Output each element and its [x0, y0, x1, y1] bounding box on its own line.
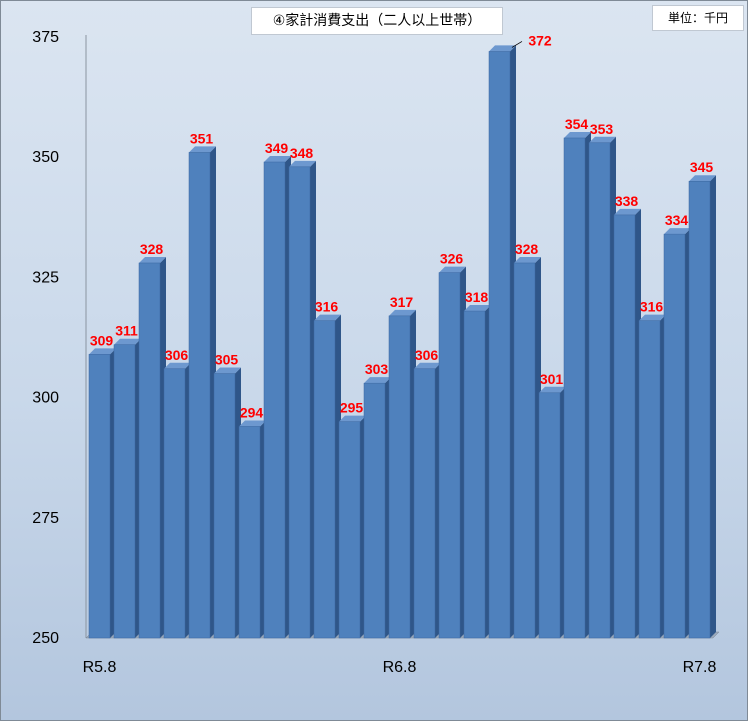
bar-13: [413, 368, 436, 639]
y-tick-label-1: 275: [32, 510, 59, 527]
bar-top-7: [264, 156, 291, 163]
data-label-18: 301: [540, 371, 564, 387]
bar-top-8: [289, 160, 316, 167]
bar-top-9: [314, 314, 341, 321]
bar-top-3: [164, 362, 191, 369]
bar-top-4: [189, 146, 216, 153]
bar-top-13: [414, 362, 441, 369]
bar-top-18: [539, 386, 566, 393]
bar-11: [363, 382, 386, 639]
bar-top-24: [689, 175, 716, 182]
data-label-15: 318: [465, 289, 489, 305]
bar-top-17: [514, 256, 541, 263]
data-label-3: 306: [165, 347, 189, 363]
x-tick-label-24: R7.8: [683, 659, 717, 676]
bar-top-23: [664, 228, 691, 235]
y-tick-label-5: 375: [32, 29, 59, 46]
data-label-2: 328: [140, 241, 164, 257]
data-label-20: 353: [590, 121, 614, 137]
data-label-0: 309: [90, 332, 114, 348]
label-leader-line: [511, 41, 523, 48]
bar-7: [263, 161, 286, 639]
bar-top-21: [614, 208, 641, 215]
x-tick-label-12: R6.8: [383, 659, 417, 676]
y-tick-label-0: 250: [32, 630, 59, 647]
bar-0: [88, 354, 111, 639]
data-label-14: 326: [440, 251, 464, 267]
data-label-10: 295: [340, 400, 364, 416]
y-tick-label-2: 300: [32, 390, 59, 407]
data-label-22: 316: [640, 299, 664, 315]
bar-top-15: [464, 305, 491, 312]
bar-15: [463, 310, 486, 639]
chart-title: ④家計消費支出（二人以上世帯）: [251, 7, 503, 35]
data-label-23: 334: [665, 212, 689, 228]
bar-12: [388, 315, 411, 639]
data-label-5: 305: [215, 352, 239, 368]
bar-top-16: [489, 45, 516, 52]
bar-top-6: [239, 420, 266, 427]
unit-label: 単位：千円: [652, 5, 744, 31]
x-tick-label-0: R5.8: [83, 659, 117, 676]
bar-top-0: [89, 348, 116, 355]
data-label-11: 303: [365, 361, 389, 377]
data-label-8: 348: [290, 145, 314, 161]
bar-top-10: [339, 415, 366, 422]
bar-10: [338, 421, 361, 639]
bar-24: [688, 180, 711, 639]
bar-20: [588, 142, 611, 639]
data-label-19: 354: [565, 116, 589, 132]
data-label-17: 328: [515, 241, 539, 257]
bar-4: [188, 152, 211, 639]
bar-6: [238, 426, 261, 639]
bar-23: [663, 233, 686, 639]
bar-top-19: [564, 131, 591, 138]
bar-3: [163, 368, 186, 639]
data-label-6: 294: [240, 404, 264, 420]
y-tick-label-4: 350: [32, 149, 59, 166]
bar-18: [538, 392, 561, 639]
data-label-24: 345: [690, 159, 714, 175]
data-label-4: 351: [190, 130, 214, 146]
bar-side-24: [710, 175, 716, 639]
bar-top-12: [389, 309, 416, 316]
bar-top-20: [589, 136, 616, 143]
bar-top-22: [639, 314, 666, 321]
data-label-12: 317: [390, 294, 414, 310]
bar-top-1: [114, 338, 141, 345]
data-label-21: 338: [615, 193, 639, 209]
bar-22: [638, 320, 661, 639]
y-tick-label-3: 325: [32, 269, 59, 286]
bar-16: [488, 51, 511, 639]
bar-top-14: [439, 266, 466, 273]
bar-top-11: [364, 377, 391, 384]
bar-2: [138, 262, 161, 639]
bar-9: [313, 320, 336, 639]
bar-8: [288, 166, 311, 639]
data-label-1: 311: [115, 323, 138, 339]
data-label-9: 316: [315, 299, 339, 315]
bar-top-5: [214, 367, 241, 374]
data-label-13: 306: [415, 347, 439, 363]
bar-14: [438, 272, 461, 639]
bar-1: [113, 344, 136, 639]
bar-5: [213, 373, 236, 639]
data-label-7: 349: [265, 140, 289, 156]
data-label-16: 372: [528, 32, 552, 48]
bar-21: [613, 214, 636, 639]
bar-19: [563, 137, 586, 639]
bar-top-2: [139, 256, 166, 263]
bar-17: [513, 262, 536, 639]
